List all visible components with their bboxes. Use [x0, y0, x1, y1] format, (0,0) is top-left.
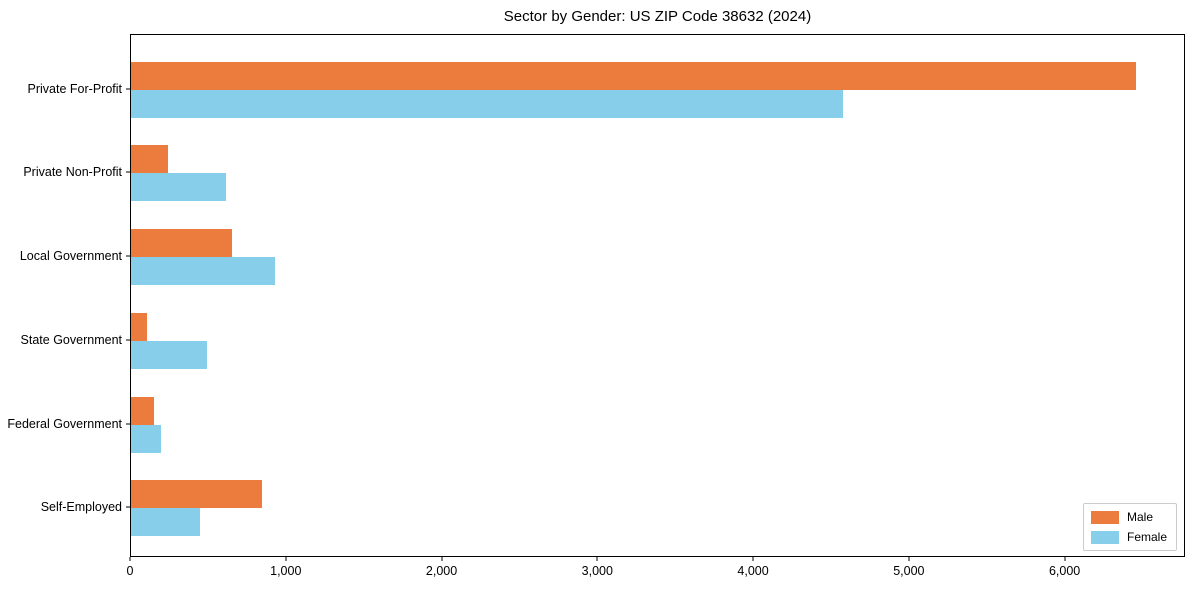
- x-ticklabel-1000: 1,000: [270, 564, 302, 578]
- bar-male-state-government: [131, 312, 147, 341]
- x-tickmark-2000: [441, 557, 443, 561]
- x-axis: 0 1,000 2,000 3,000 4,000 5,000 6,000: [126, 557, 1185, 587]
- x-tickmark-0: [129, 557, 131, 561]
- x-tickmark-5000: [908, 557, 910, 561]
- y-tickmark-federal-government: [126, 423, 130, 425]
- x-ticklabel-0: 0: [126, 564, 134, 578]
- y-tickmark-state-government: [126, 339, 130, 341]
- legend: Male Female: [1082, 503, 1177, 551]
- y-label-federal-government: Federal Government: [7, 416, 122, 431]
- y-tickmark-self-employed: [126, 506, 130, 508]
- y-axis-labels: Private For-Profit Private Non-Profit Loca…: [0, 34, 130, 557]
- y-tickmark-private-for-profit: [126, 88, 130, 89]
- y-tickmark-local-government: [126, 255, 130, 257]
- bar-female-local-government: [131, 257, 276, 286]
- x-ticklabel-4000: 4,000: [737, 564, 769, 578]
- x-tickmark-4000: [752, 557, 754, 561]
- y-label-local-government: Local Government: [19, 249, 122, 264]
- bar-female-private-non-profit: [131, 173, 226, 202]
- y-label-self-employed: Self-Employed: [40, 500, 122, 515]
- legend-label-male: Male: [1126, 510, 1153, 524]
- legend-item-male: Male: [1090, 510, 1167, 524]
- bar-female-private-for-profit: [131, 89, 843, 118]
- x-tickmark-3000: [596, 557, 598, 561]
- legend-swatch-male: [1090, 510, 1119, 524]
- legend-item-female: Female: [1090, 530, 1167, 544]
- y-label-private-for-profit: Private For-Profit: [27, 81, 122, 96]
- chart-title: Sector by Gender: US ZIP Code 38632 (202…: [503, 8, 812, 25]
- y-label-private-non-profit: Private Non-Profit: [23, 165, 122, 180]
- bar-male-federal-government: [131, 396, 154, 425]
- bar-female-state-government: [131, 340, 208, 369]
- plot-area: Male Female: [130, 34, 1185, 557]
- bar-male-self-employed: [131, 480, 262, 509]
- x-ticklabel-6000: 6,000: [1048, 564, 1081, 578]
- bar-male-private-non-profit: [131, 145, 168, 174]
- bar-male-private-for-profit: [131, 61, 1136, 90]
- y-tickmark-private-non-profit: [126, 171, 130, 173]
- legend-swatch-female: [1090, 530, 1119, 544]
- x-ticklabel-3000: 3,000: [581, 564, 613, 578]
- y-label-state-government: State Government: [20, 332, 122, 347]
- x-ticklabel-5000: 5,000: [893, 564, 925, 578]
- x-ticklabel-2000: 2,000: [425, 564, 458, 578]
- x-tickmark-6000: [1064, 557, 1066, 561]
- legend-label-female: Female: [1126, 530, 1167, 544]
- x-tickmark-1000: [285, 557, 287, 561]
- bar-female-federal-government: [131, 424, 161, 453]
- bar-female-self-employed: [131, 508, 201, 537]
- bar-male-local-government: [131, 229, 233, 258]
